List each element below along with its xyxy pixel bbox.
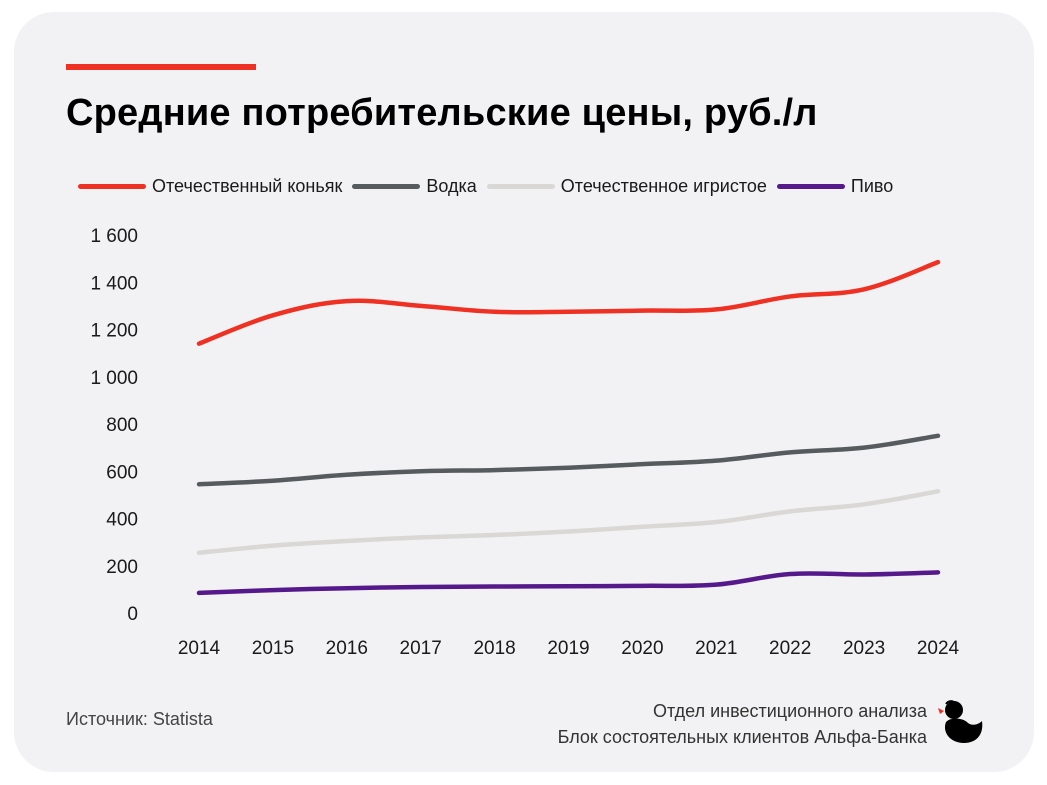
y-tick-label: 1 000: [90, 368, 138, 389]
x-tick-label: 2017: [400, 638, 442, 659]
y-tick-label: 1 200: [90, 321, 138, 342]
credits: Отдел инвестиционного анализа Блок состо…: [558, 698, 927, 750]
legend-item: Отечественное игристое: [486, 175, 767, 197]
x-tick-label: 2015: [252, 638, 294, 659]
legend-item: Водка: [352, 175, 477, 197]
duck-icon: [938, 700, 983, 743]
x-tick-label: 2021: [695, 638, 737, 659]
y-tick-label: 800: [106, 415, 138, 436]
legend-swatch: [776, 183, 845, 189]
series-line: [196, 259, 941, 346]
legend-swatch: [78, 183, 146, 189]
x-tick-label: 2022: [769, 638, 811, 659]
series-line: [196, 489, 941, 556]
y-tick-label: 0: [127, 604, 138, 625]
legend-label: Отечественный коньяк: [152, 175, 343, 196]
credits-line-1: Отдел инвестиционного анализа: [653, 701, 927, 721]
legend: Отечественный коньяк Водка Отечественное и…: [78, 174, 903, 198]
y-tick-label: 200: [106, 557, 138, 578]
legend-item: Пиво: [776, 175, 894, 197]
x-tick-label: 2016: [326, 638, 368, 659]
legend-swatch: [352, 183, 421, 189]
x-tick-label: 2019: [547, 638, 589, 659]
source-note: Источник: Statista: [66, 709, 213, 729]
y-tick-label: 1 600: [90, 226, 138, 247]
x-tick-label: 2024: [917, 638, 960, 659]
legend-swatch: [486, 183, 555, 189]
legend-label: Водка: [426, 175, 477, 196]
x-tick-label: 2020: [621, 638, 663, 659]
series-line: [196, 433, 941, 487]
accent-bar: [66, 64, 256, 70]
y-tick-label: 600: [106, 462, 138, 483]
x-tick-label: 2018: [473, 638, 515, 659]
y-tick-label: 400: [106, 510, 138, 531]
credits-line-2: Блок состоятельных клиентов Альфа-Банка: [557, 727, 927, 747]
legend-label: Отечественное игристое: [560, 175, 767, 196]
legend-label: Пиво: [850, 175, 894, 196]
legend-item: Отечественный коньяк: [78, 176, 342, 197]
x-tick-label: 2014: [178, 638, 221, 659]
chart-card: [14, 12, 1034, 772]
y-tick-label: 1 400: [90, 273, 138, 294]
series-line: [196, 570, 941, 596]
x-tick-label: 2023: [843, 638, 885, 659]
chart-title: Средние потребительские цены, руб./л: [66, 92, 818, 134]
